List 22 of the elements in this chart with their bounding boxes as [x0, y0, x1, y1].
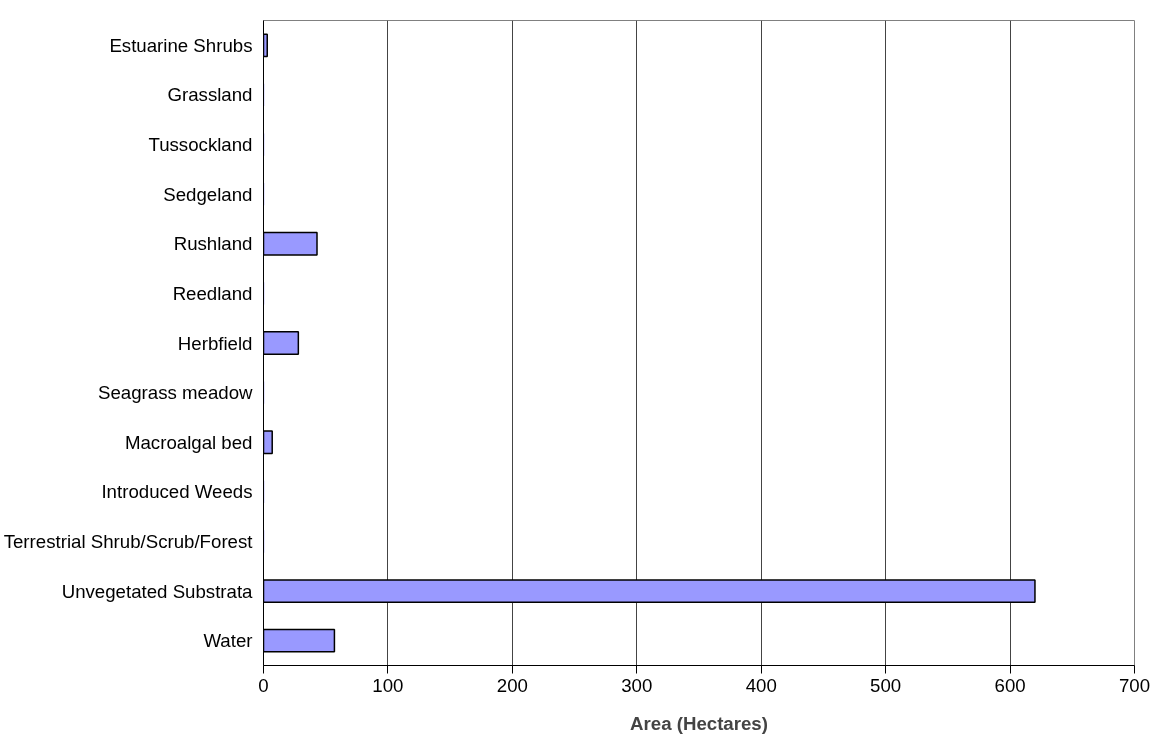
y-tick-label: Terrestrial Shrub/Scrub/Forest: [3, 530, 254, 552]
y-tick-label: Tussockland: [148, 134, 253, 156]
x-tick-label: 0: [258, 674, 269, 696]
y-tick-label: Reedland: [172, 282, 253, 304]
x-tick-label: 500: [870, 674, 902, 696]
y-tick-label: Macroalgal bed: [124, 431, 253, 453]
y-tick-label: Herbfield: [177, 332, 253, 354]
x-tick-label: 300: [621, 674, 653, 696]
x-tick-label: 700: [1118, 674, 1151, 696]
y-tick-label: Rushland: [173, 233, 253, 255]
y-tick-label: Estuarine Shrubs: [109, 34, 253, 56]
x-axis-title: Area (Hectares): [630, 712, 768, 734]
y-tick-label: Water: [203, 630, 253, 652]
y-tick-label: Seagrass meadow: [97, 382, 254, 404]
y-tick-label: Grassland: [167, 84, 253, 106]
x-tick-label: 400: [745, 674, 777, 696]
y-tick-label: Introduced Weeds: [101, 481, 253, 503]
y-tick-label: Sedgeland: [163, 183, 253, 205]
x-tick-label: 200: [496, 674, 528, 696]
y-tick-label: Unvegetated Substrata: [61, 580, 254, 602]
x-tick-label: 600: [994, 674, 1026, 696]
x-tick-label: 100: [372, 674, 404, 696]
